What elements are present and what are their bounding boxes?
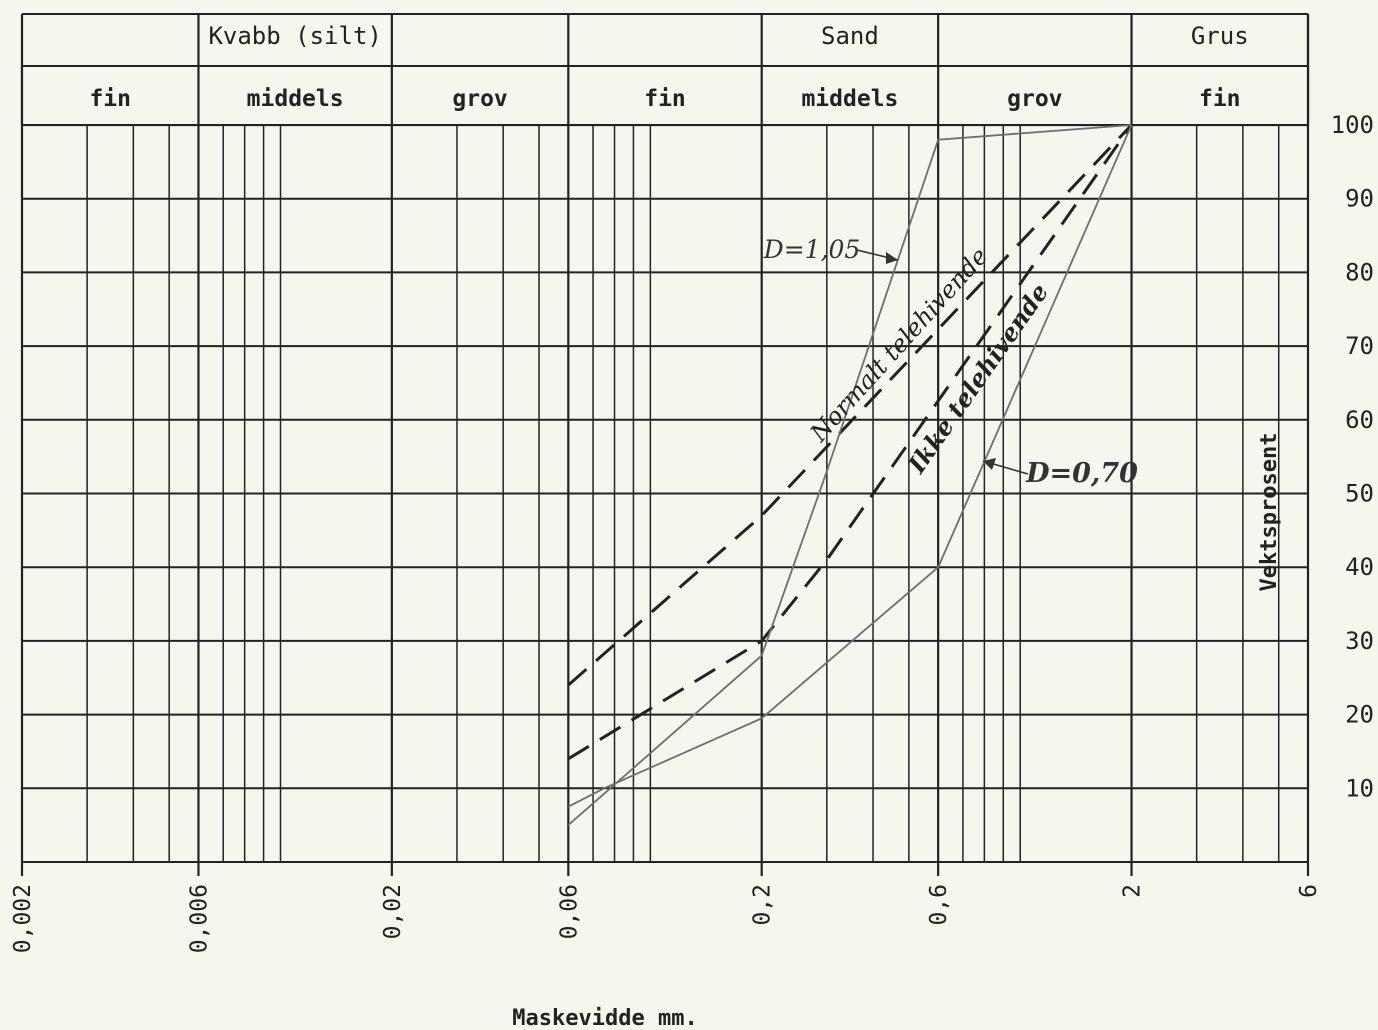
fraction-header: Kvabb (silt) Sand Grus fin middels grov fin mid…: [20, 13, 1310, 127]
y-tick-label: 100: [1331, 111, 1374, 139]
y-tick-label: 30: [1345, 627, 1374, 655]
series-lines: [567, 123, 1133, 826]
grid: [20, 14, 1310, 876]
y-tick-label: 80: [1345, 258, 1374, 286]
header-fraction-label: middels: [247, 86, 344, 112]
x-tick-label: 0,02: [380, 884, 406, 939]
y-tick-labels: 10 20 30 40 50 60 70 80 90 100: [1331, 111, 1374, 802]
x-tick-label: 0,006: [186, 884, 212, 953]
header-fraction-label: middels: [801, 86, 898, 112]
series-line-1: [567, 124, 1133, 761]
y-tick-label: 10: [1345, 774, 1374, 802]
header-fraction-label: fin: [644, 86, 686, 112]
y-tick-label: 40: [1345, 553, 1374, 581]
y-tick-label: 90: [1345, 185, 1374, 213]
y-tick-label: 60: [1345, 406, 1374, 434]
x-tick-labels: 0,002 0,006 0,02 0,06 0,2 0,6 2 6: [10, 884, 1322, 953]
series-line-3: [567, 124, 1133, 808]
x-tick-label: 0,002: [10, 884, 36, 953]
arrow-d105: [856, 249, 899, 264]
header-group-label: Grus: [1191, 22, 1249, 50]
header-fill: [23, 67, 1307, 124]
x-tick-label: 0,2: [750, 884, 776, 926]
x-axis-label: Maskevidde mm.: [512, 1006, 697, 1030]
header-fraction-label: fin: [1199, 86, 1241, 112]
y-tick-label: 70: [1345, 332, 1374, 360]
x-tick-label: 2: [1120, 884, 1146, 898]
header-group-label: Sand: [821, 22, 879, 50]
x-tick-label: 6: [1296, 884, 1322, 898]
series-label-d105: D=1,05: [763, 235, 861, 264]
series-label-d070: D=0,70: [1025, 458, 1138, 489]
arrow-d070: [982, 458, 1029, 475]
header-group-label: Kvabb (silt): [208, 22, 381, 50]
x-tick-label: 0,6: [926, 884, 952, 926]
header-fraction-label: grov: [452, 86, 507, 112]
header-fraction-label: fin: [89, 86, 131, 112]
y-tick-label: 50: [1345, 480, 1374, 508]
header-fraction-label: grov: [1007, 86, 1062, 112]
series-line-2: [567, 124, 1132, 826]
y-tick-label: 20: [1345, 701, 1374, 729]
y-axis-label: Vektsprosent: [1257, 433, 1282, 592]
x-tick-label: 0,06: [556, 884, 582, 939]
series-line-0: [567, 123, 1133, 687]
